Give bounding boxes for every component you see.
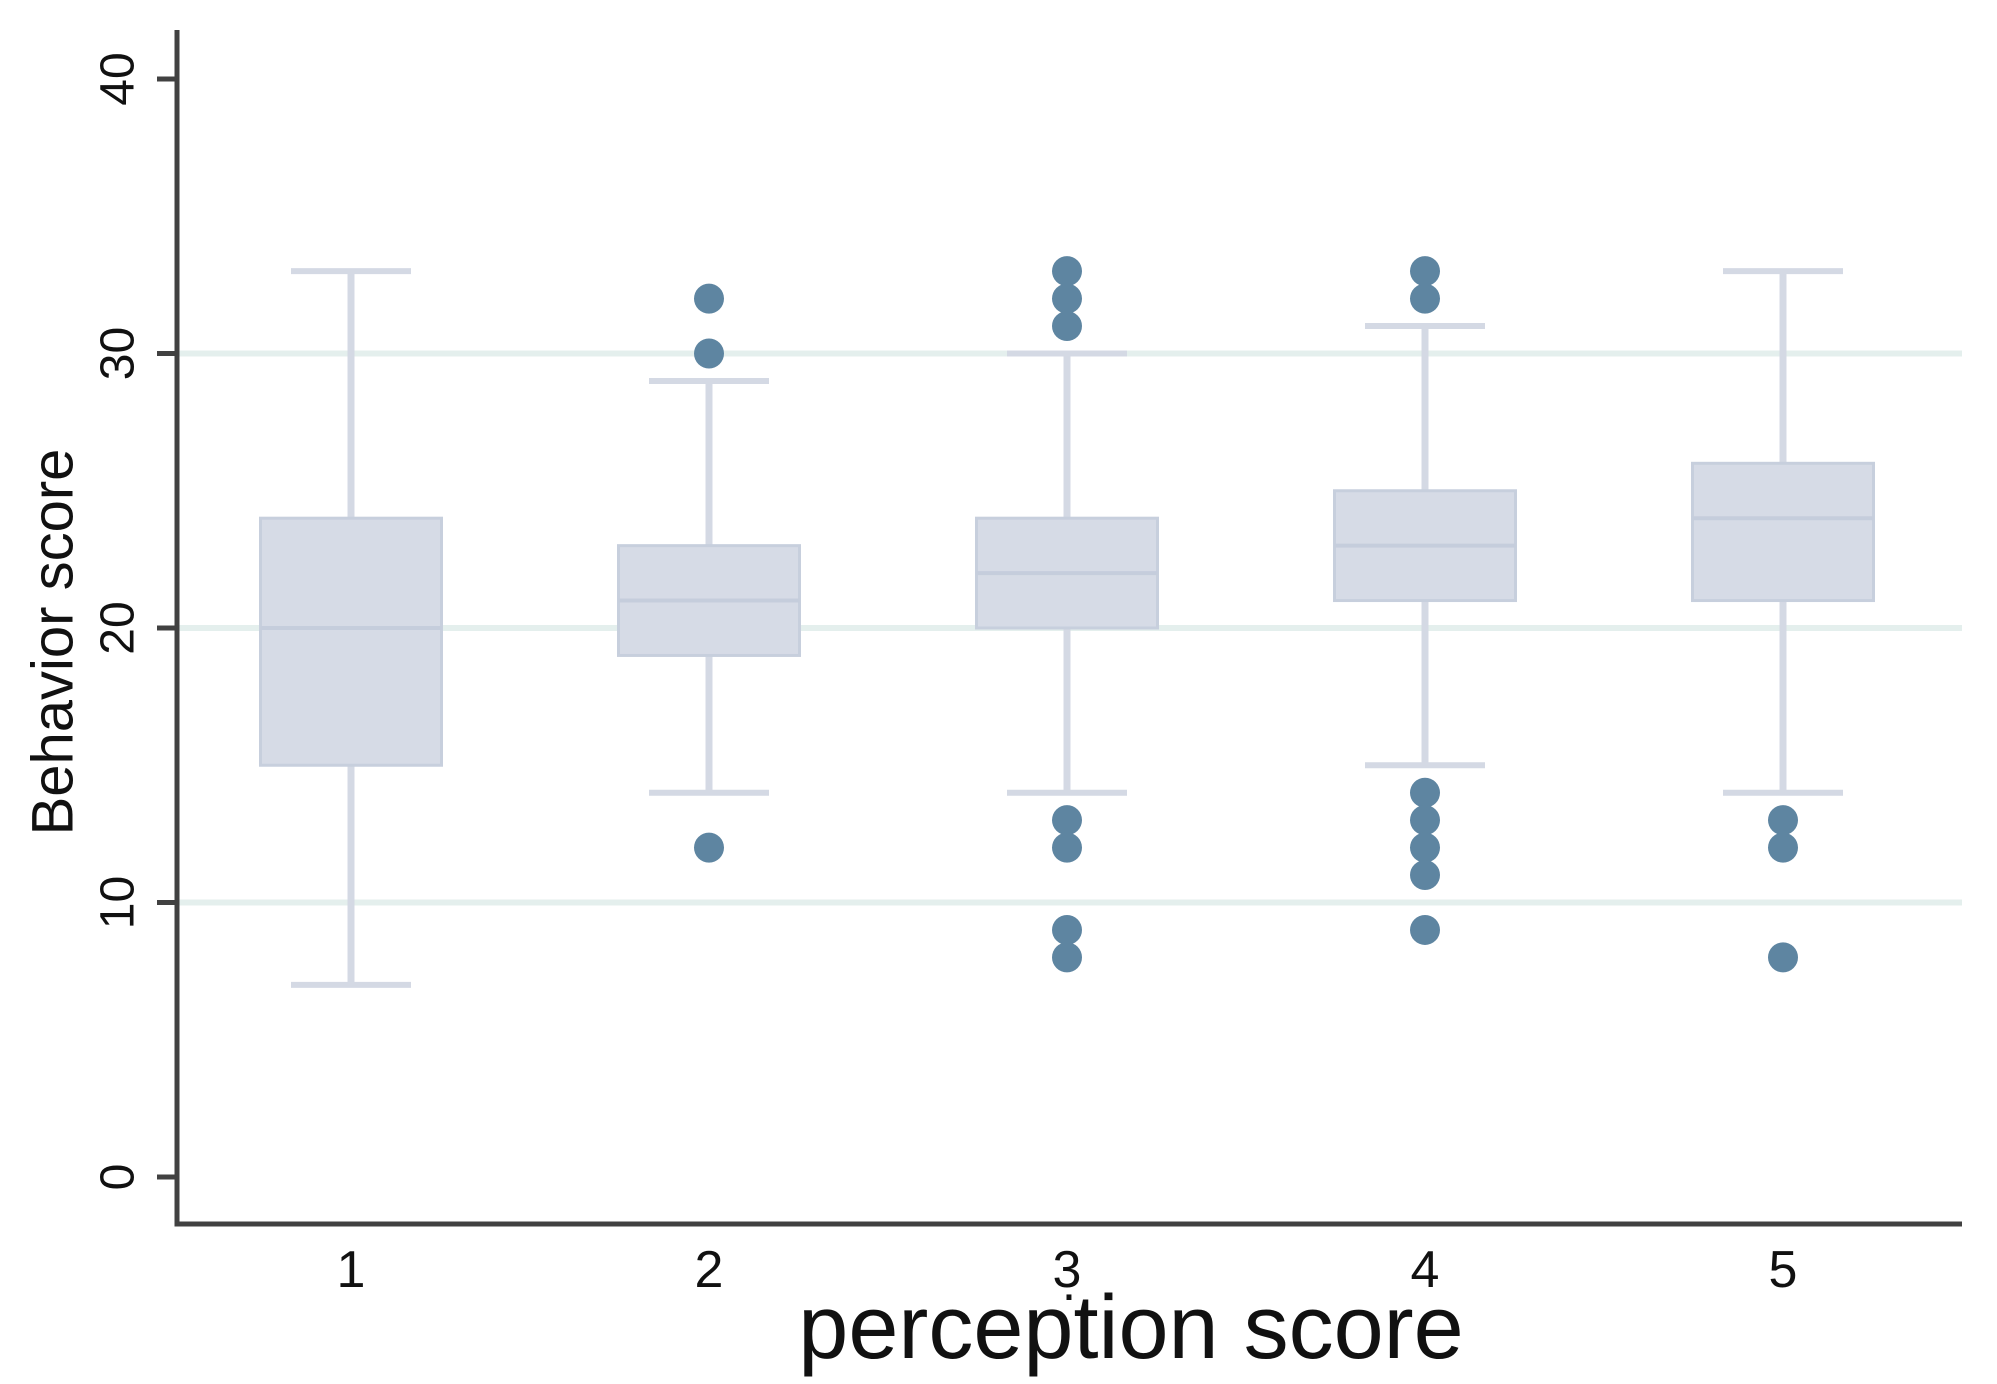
x-tick-label-1: 1	[337, 1241, 366, 1299]
outlier-dot-cat3-val31	[1052, 311, 1082, 342]
y-tick-label-30: 30	[92, 327, 145, 380]
outlier-dot-cat4-val14	[1410, 777, 1440, 808]
outlier-dot-cat4-val32	[1410, 283, 1440, 314]
outlier-dot-cat4-val12	[1410, 832, 1440, 863]
outlier-dot-cat5-val12	[1768, 832, 1798, 863]
outlier-dot-cat3-val12	[1052, 832, 1082, 863]
y-tick-label-0: 0	[92, 1164, 145, 1191]
outlier-dot-cat4-val9	[1410, 914, 1440, 945]
x-tick-label-5: 5	[1769, 1241, 1798, 1299]
tick-labels-layer: 0 10 20 30 40 1 2 3 4 5	[92, 52, 1798, 1299]
outlier-dot-cat3-val13	[1052, 805, 1082, 836]
outlier-dot-cat2-val12	[694, 832, 724, 863]
outlier-dot-cat2-val30	[694, 338, 724, 369]
y-tick-label-20: 20	[92, 601, 145, 654]
y-tick-label-40: 40	[92, 52, 145, 105]
axes-layer	[157, 30, 1962, 1227]
x-tick-label-4: 4	[1411, 1241, 1440, 1299]
outlier-dot-cat3-val8	[1052, 942, 1082, 973]
outlier-dot-cat2-val32	[694, 283, 724, 314]
box-cat1	[259, 516, 443, 767]
outlier-dot-cat4-val33	[1410, 256, 1440, 287]
box-cat5	[1691, 461, 1875, 603]
y-tick-label-10: 10	[92, 876, 145, 929]
box-marks-layer	[259, 256, 1875, 988]
x-tick-label-2: 2	[695, 1241, 724, 1299]
outlier-dot-cat5-val13	[1768, 805, 1798, 836]
outlier-dot-cat5-val8	[1768, 942, 1798, 973]
outlier-dot-cat3-val33	[1052, 256, 1082, 287]
outlier-dot-cat3-val32	[1052, 283, 1082, 314]
x-axis-title: perception score	[798, 1278, 1463, 1378]
stray-period-artifact: .	[1062, 1254, 1076, 1312]
outlier-dot-cat3-val9	[1052, 914, 1082, 945]
outlier-dot-cat4-val11	[1410, 860, 1440, 891]
x-tick-label-3: 3	[1053, 1241, 1082, 1299]
y-axis-title: Behavior score	[20, 449, 85, 836]
outlier-dot-cat4-val13	[1410, 805, 1440, 836]
